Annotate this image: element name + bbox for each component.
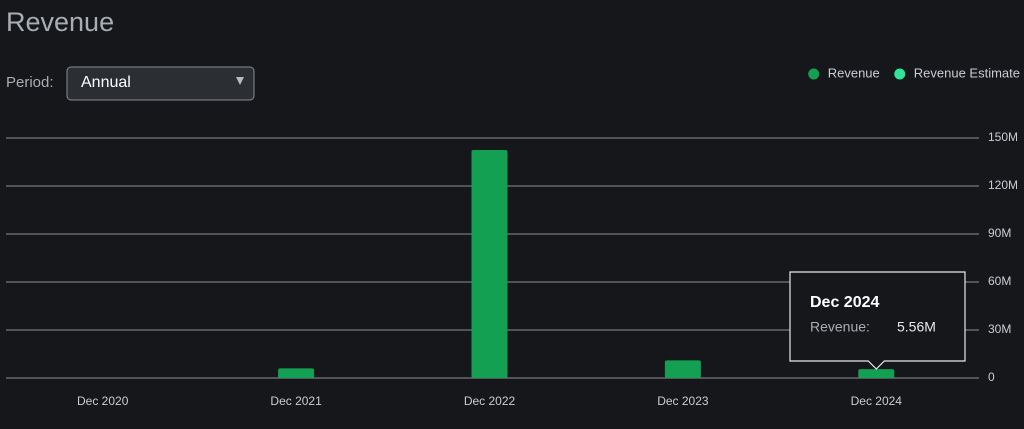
x-tick-label: Dec 2024 [851,394,903,408]
legend-swatch [894,68,906,80]
x-tick-label: Dec 2020 [77,394,129,408]
select-value[interactable]: Annual [81,74,131,91]
tooltip-value: 5.56M [897,319,936,335]
y-tick-label: 30M [988,322,1011,336]
bar [278,368,315,378]
period-select[interactable]: Annual [66,66,255,101]
y-tick-label: 0 [988,370,995,384]
y-tick-label: 60M [988,274,1011,288]
y-tick-label: 120M [988,178,1018,192]
bar [664,360,701,378]
legend-label: Revenue Estimate [914,65,1020,80]
y-tick-label: 90M [988,226,1011,240]
select-box[interactable] [66,66,255,101]
bar [858,369,895,378]
tooltip: Dec 2024 Revenue: 5.56M [789,271,966,370]
x-tick-label: Dec 2023 [657,394,709,408]
x-tick-label: Dec 2022 [464,394,516,408]
bar [471,150,508,378]
legend-label: Revenue [828,65,880,80]
tooltip-title: Dec 2024 [810,294,879,311]
x-tick-label: Dec 2021 [270,394,322,408]
tooltip-box [789,271,966,370]
tooltip-label: Revenue: [810,319,870,335]
y-tick-label: 150M [988,130,1018,144]
legend-swatch [808,68,820,80]
select-arrow[interactable] [236,77,244,85]
period-label: Period: [6,74,54,91]
page-title: Revenue [6,7,114,37]
